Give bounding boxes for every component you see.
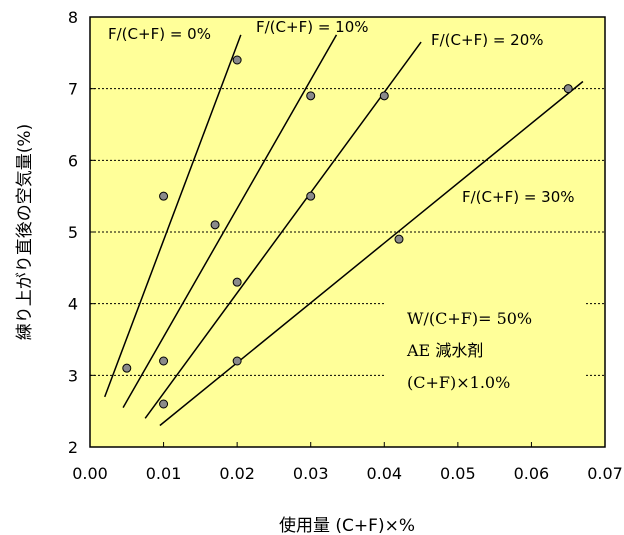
annotation-box — [385, 296, 585, 396]
series-label-3: F/(C+F) = 30% — [462, 188, 575, 206]
point-s3-2 — [563, 84, 573, 94]
point-s0-2 — [232, 55, 242, 65]
point-s0-0 — [122, 363, 132, 373]
x-tick-label-7: 0.07 — [587, 464, 623, 483]
point-s0-1 — [159, 191, 169, 201]
point-s2-0 — [159, 399, 169, 409]
y-tick-label-1: 3 — [68, 366, 78, 385]
x-tick-label-1: 0.01 — [146, 464, 182, 483]
point-s3-1 — [394, 234, 404, 244]
series-label-2: F/(C+F) = 20% — [431, 31, 544, 49]
annotation-dosage: (C+F)×1.0% — [407, 373, 510, 392]
point-s2-2 — [306, 191, 316, 201]
fit-line-3 — [159, 80, 584, 427]
x-tick-label-0: 0.00 — [72, 464, 108, 483]
x-tick-label-3: 0.03 — [293, 464, 329, 483]
y-tick-label-0: 2 — [68, 438, 78, 457]
series-label-0: F/(C+F) = 0% — [108, 25, 211, 43]
point-s2-1 — [232, 277, 242, 287]
point-s3-0 — [232, 356, 242, 366]
annotation-admixture: AE 減水剤 — [406, 341, 483, 360]
y-tick-label-4: 6 — [68, 151, 78, 170]
y-tick-label-6: 8 — [68, 8, 78, 27]
axis-ticks: 0.00 0.01 0.02 0.03 0.04 0.05 0.06 0.07 2 3 4 5 6 7 8 — [68, 8, 623, 483]
data-points — [122, 55, 573, 409]
series-label-1: F/(C+F) = 10% — [256, 18, 369, 36]
fit-lines — [104, 34, 584, 427]
y-tick-label-3: 5 — [68, 223, 78, 242]
x-axis-label: 使用量 (C+F)×% — [279, 515, 415, 535]
point-s1-2 — [306, 91, 316, 101]
x-tick-label-5: 0.05 — [440, 464, 476, 483]
point-s1-0 — [159, 356, 169, 366]
point-s1-1 — [210, 220, 220, 230]
fit-line-0 — [104, 34, 242, 398]
y-tick-label-2: 4 — [68, 295, 78, 314]
x-tick-label-4: 0.04 — [366, 464, 402, 483]
point-s2-3 — [379, 91, 389, 101]
x-tick-label-6: 0.06 — [514, 464, 550, 483]
x-tick-label-2: 0.02 — [219, 464, 255, 483]
y-axis-label: 練り上がり直後の空気量(%) — [15, 124, 35, 340]
annotation-ratio: W/(C+F)= 50% — [407, 309, 532, 328]
y-tick-label-5: 7 — [68, 80, 78, 99]
fit-line-2 — [144, 41, 422, 419]
fit-line-1 — [122, 34, 338, 408]
